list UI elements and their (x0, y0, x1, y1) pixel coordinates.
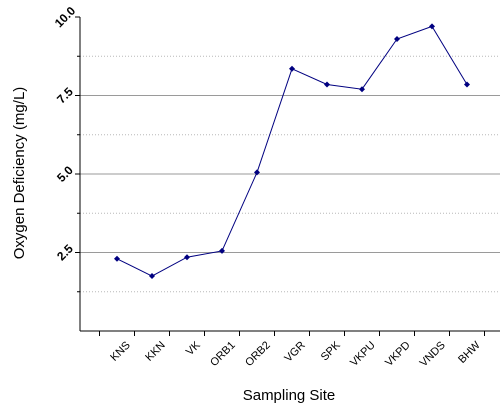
x-tick-label: KKN (143, 339, 168, 364)
series (114, 23, 470, 280)
data-point (324, 81, 330, 88)
data-point (184, 254, 190, 261)
x-tick-label: VNDS (418, 339, 448, 369)
x-tick-label: SPK (319, 339, 344, 364)
x-tick-label: BHW (456, 339, 483, 366)
y-tick-label: 7.5 (54, 84, 76, 106)
data-point (219, 247, 225, 254)
y-tick-label: 2.5 (54, 241, 76, 263)
data-point (429, 23, 435, 30)
x-tick-label: VGR (282, 339, 307, 364)
series-line (116, 25, 468, 277)
y-tick-label: 10.0 (52, 4, 79, 31)
x-tick-label: VKPD (383, 339, 413, 369)
y-tick-label: 5.0 (54, 163, 76, 185)
x-axis-ticks: KNS KKN VK ORB1 ORB2 VGR SPK VKPU VKPD VNDS BHW (99, 331, 485, 369)
data-point (359, 86, 365, 93)
x-tick-label: KNS (108, 339, 132, 363)
grid (80, 55, 500, 293)
x-tick-label: VKPU (348, 339, 378, 369)
x-tick-label: ORB1 (208, 339, 238, 369)
data-point (464, 81, 470, 88)
y-axis-ticks: 2.5 5.0 7.5 10.0 (52, 4, 80, 293)
x-axis-title: Sampling Site (243, 387, 336, 404)
x-tick-label: VK (184, 339, 203, 358)
data-point (149, 273, 155, 280)
data-point (254, 169, 260, 176)
y-axis-title: Oxygen Deficiency (mg/L) (11, 87, 28, 260)
data-point (289, 65, 295, 72)
x-tick-label: ORB2 (243, 339, 273, 369)
data-point (114, 255, 120, 262)
data-point (394, 35, 400, 42)
